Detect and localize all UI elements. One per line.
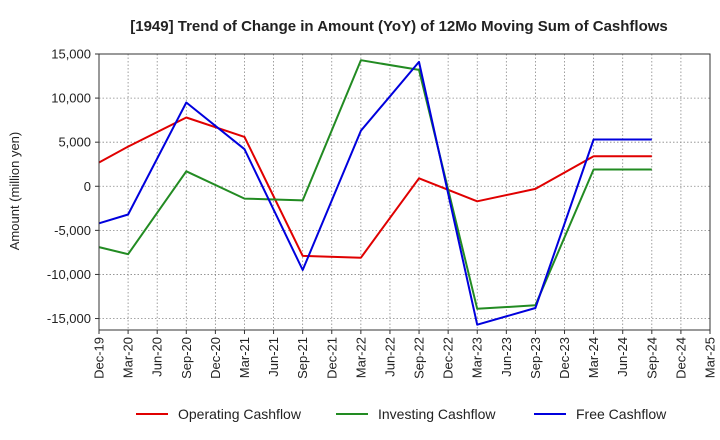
investing-cashflow-legend-label: Investing Cashflow	[378, 406, 496, 422]
operating-cashflow-legend-label: Operating Cashflow	[178, 406, 302, 422]
y-tick-label: 10,000	[51, 91, 91, 106]
x-tick-label: Mar-23	[470, 337, 485, 378]
x-tick-label: Sep-22	[412, 337, 427, 379]
investing-cashflow-line	[98, 59, 652, 310]
x-tick-label: Jun-21	[266, 337, 281, 377]
x-tick-label: Dec-24	[673, 337, 688, 379]
x-tick-label: Jun-24	[615, 337, 630, 377]
y-tick-label: -15,000	[47, 311, 91, 326]
series-lines	[98, 59, 652, 326]
free-cashflow-legend-label: Free Cashflow	[576, 406, 667, 422]
x-tick-label: Sep-21	[295, 337, 310, 379]
chart-title: [1949] Trend of Change in Amount (YoY) o…	[130, 18, 668, 35]
x-tick-label: Mar-22	[353, 337, 368, 378]
y-tick-label: 5,000	[58, 135, 91, 150]
grid-lines	[99, 54, 710, 330]
y-tick-label: -5,000	[54, 223, 91, 238]
x-tick-label: Sep-24	[644, 337, 659, 379]
x-tick-label: Sep-20	[179, 337, 194, 379]
x-tick-label: Dec-19	[92, 337, 107, 379]
y-tick-label: 15,000	[51, 47, 91, 62]
y-axis-ticks: 15,000 10,000 5,000 0 -5,000 -10,000 -15,000	[47, 47, 99, 326]
x-tick-label: Jun-22	[382, 337, 397, 377]
free-cashflow-line	[98, 60, 652, 326]
plot-frame	[98, 53, 711, 331]
x-tick-label: Mar-21	[237, 337, 252, 378]
x-axis-ticks: Dec-19 Mar-20 Jun-20 Sep-20 Dec-20 Mar-21 Jun-…	[92, 330, 718, 379]
x-tick-label: Jun-23	[499, 337, 514, 377]
x-tick-label: Mar-20	[121, 337, 136, 378]
y-axis-label: Amount (million yen)	[7, 132, 22, 251]
y-tick-label: -10,000	[47, 267, 91, 282]
x-tick-label: Jun-20	[150, 337, 165, 377]
x-tick-label: Mar-24	[586, 337, 601, 378]
x-tick-label: Sep-23	[528, 337, 543, 379]
y-tick-label: 0	[84, 179, 91, 194]
x-tick-label: Dec-23	[557, 337, 572, 379]
operating-cashflow-line	[98, 116, 652, 259]
x-tick-label: Dec-21	[324, 337, 339, 379]
legend: Operating Cashflow Investing Cashflow Free…	[136, 406, 667, 422]
x-tick-label: Dec-22	[441, 337, 456, 379]
x-tick-label: Dec-20	[208, 337, 223, 379]
x-tick-label: Mar-25	[703, 337, 718, 378]
